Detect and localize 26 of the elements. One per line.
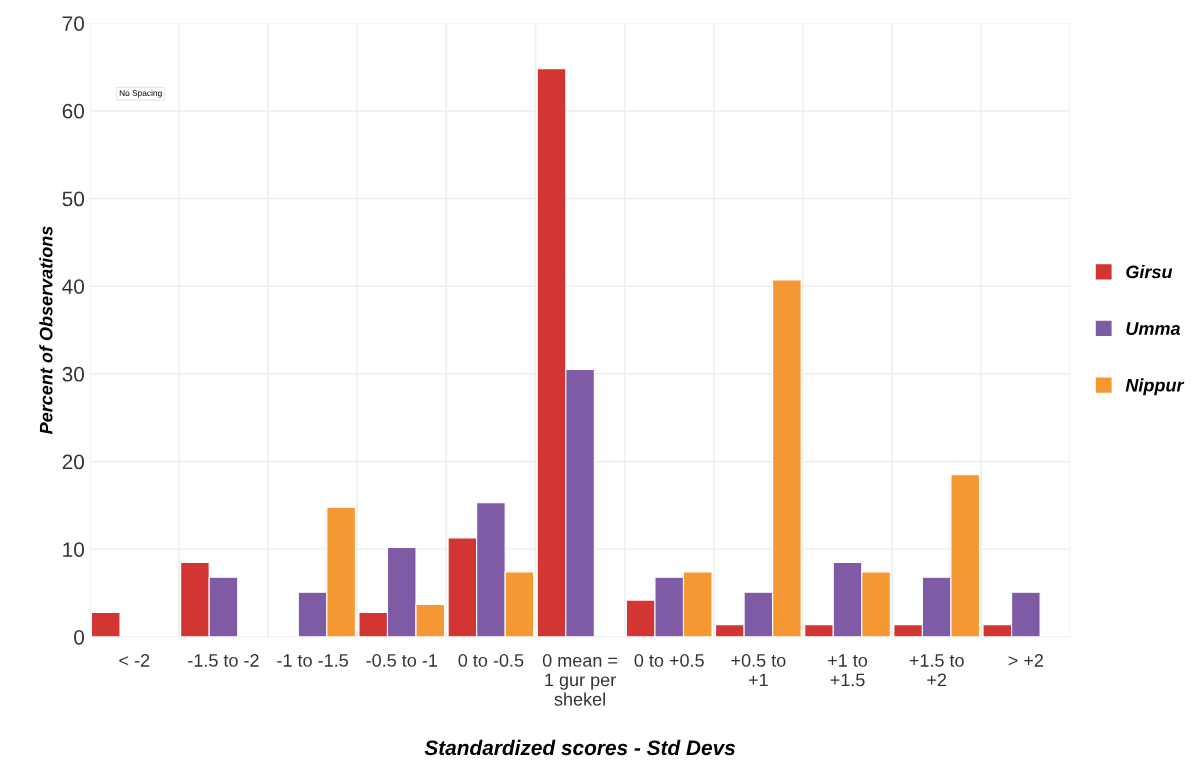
- y-tick-label: 60: [62, 103, 85, 119]
- x-tick-label: +0.5 to +1: [731, 654, 786, 687]
- x-tick-label: -1.5 to -2: [188, 654, 259, 667]
- x-tick-label: +1.5 to +2: [909, 654, 964, 687]
- x-tick-label: -0.5 to -1: [366, 654, 437, 667]
- legend-label: Umma: [1126, 322, 1181, 335]
- y-tick-label: 10: [63, 542, 85, 557]
- legend-label: Girsu: [1126, 265, 1173, 279]
- y-tick-label: 50: [62, 191, 85, 207]
- y-tick-label: 40: [62, 279, 85, 294]
- x-tick-label: 0 mean = 1 gur per shekel: [542, 654, 618, 706]
- y-tick-label: 70: [62, 16, 85, 31]
- x-tick-label: < -2: [119, 654, 150, 667]
- y-tick-label: 30: [62, 366, 85, 382]
- x-axis-title: Standardized scores - Std Devs: [424, 739, 736, 756]
- x-tick-label: -1 to -1.5: [277, 654, 348, 667]
- x-tick-label: 0 to -0.5: [458, 654, 524, 667]
- y-tick-label: 0: [74, 629, 85, 645]
- legend-label: Nippur: [1125, 378, 1185, 396]
- y-tick-label: 20: [62, 454, 85, 470]
- bar: [90, 611, 121, 637]
- x-tick-label: +1 to +1.5: [828, 654, 868, 687]
- x-tick-label: > +2: [1008, 654, 1044, 667]
- annotation: No Spacing: [119, 89, 162, 98]
- y-axis-title: Percent of Observations: [39, 226, 53, 435]
- x-tick-label: 0 to +0.5: [634, 654, 704, 667]
